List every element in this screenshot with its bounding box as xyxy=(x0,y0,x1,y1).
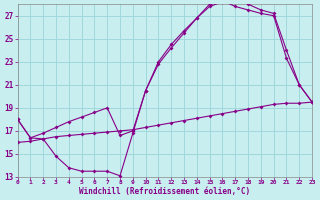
X-axis label: Windchill (Refroidissement éolien,°C): Windchill (Refroidissement éolien,°C) xyxy=(79,187,250,196)
